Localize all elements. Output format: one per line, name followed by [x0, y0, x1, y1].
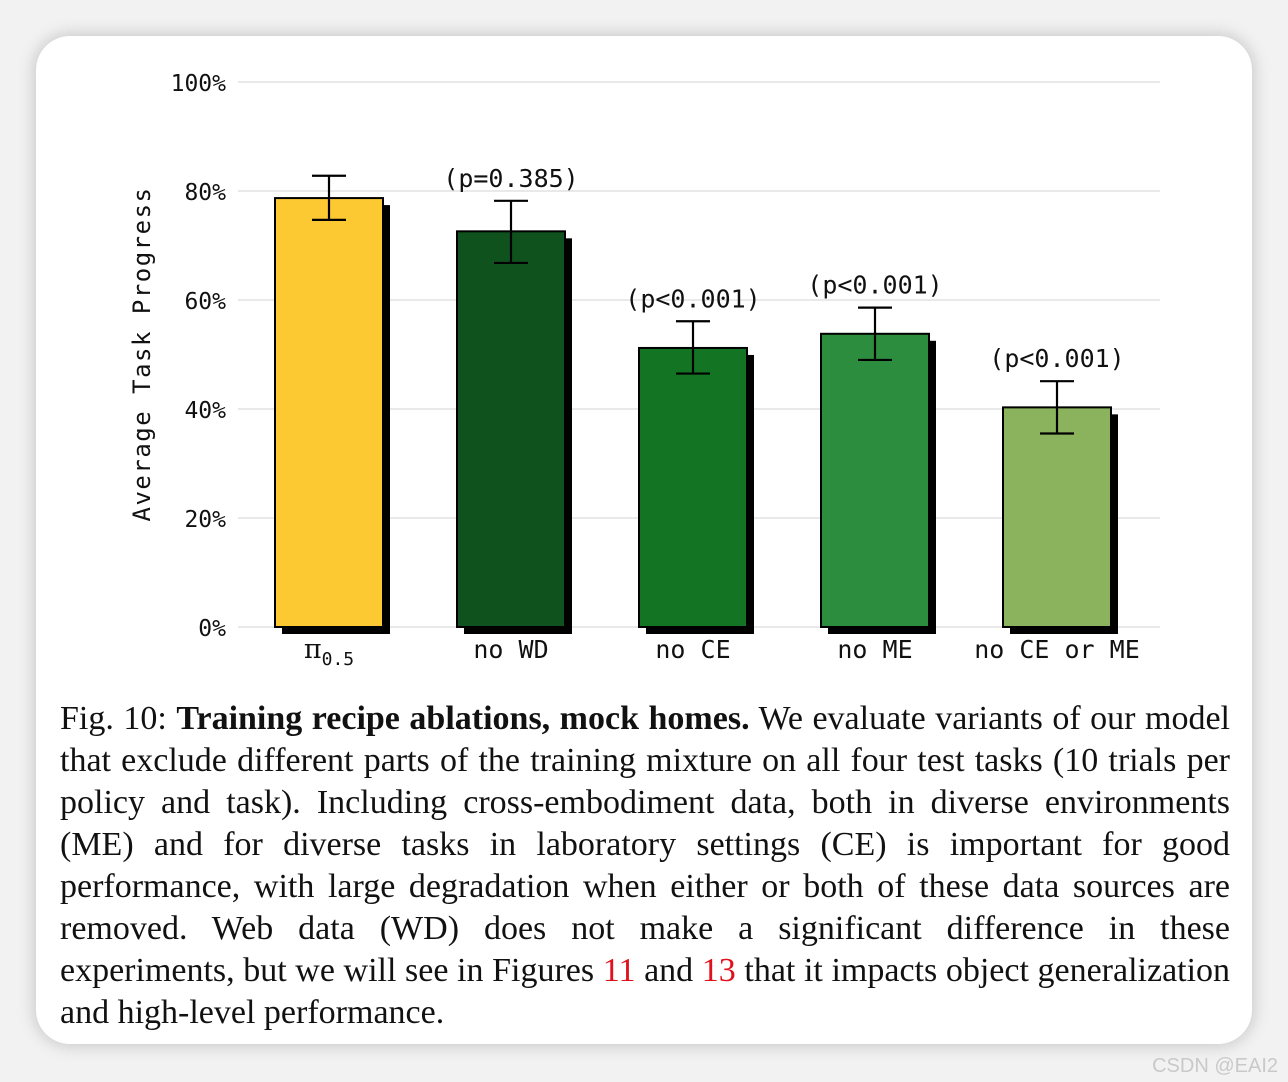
x-tick-label: π0.5 — [304, 634, 354, 670]
y-axis-title: Average Task Progress — [128, 187, 156, 522]
caption-label: Fig. 10: — [60, 700, 167, 737]
caption-title: Training recipe ablations, mock homes. — [176, 700, 750, 737]
p-value-label: (p=0.385) — [443, 164, 578, 193]
bar — [820, 332, 930, 628]
p-value-label: (p<0.001) — [807, 271, 942, 300]
p-value-label: (p<0.001) — [625, 284, 760, 313]
figure-ref-13[interactable]: 13 — [701, 952, 736, 989]
figure-caption: Fig. 10: Training recipe ablations, mock… — [60, 698, 1230, 1034]
caption-text-1: We evaluate variants of our model that e… — [60, 700, 1231, 989]
y-tick-label: 80% — [184, 180, 226, 206]
y-tick-label: 60% — [184, 289, 226, 315]
p-value-label: (p<0.001) — [989, 344, 1124, 373]
watermark: CSDN @EAI2 — [1152, 1055, 1278, 1077]
x-tick-label: no WD — [473, 635, 548, 664]
y-tick-label: 20% — [184, 507, 226, 533]
figure-ref-11[interactable]: 11 — [602, 952, 636, 989]
x-tick-label: no CE or ME — [974, 635, 1140, 664]
bar-chart: 0% 20% 40% 60% 80% 100% (p=0.385) (p<0.001) (p<… — [128, 71, 1160, 670]
caption-text-2: that it impacts object generalization an… — [60, 952, 1231, 1031]
x-tick-label: no ME — [837, 635, 912, 664]
bar — [638, 346, 748, 628]
bar — [274, 197, 384, 629]
x-tick-label: no CE — [655, 635, 730, 664]
y-tick-label: 40% — [184, 398, 226, 424]
y-tick-label: 0% — [198, 616, 226, 642]
bar — [1002, 406, 1112, 628]
bar — [456, 230, 566, 629]
y-tick-label: 100% — [171, 71, 227, 97]
caption-and: and — [644, 952, 694, 989]
